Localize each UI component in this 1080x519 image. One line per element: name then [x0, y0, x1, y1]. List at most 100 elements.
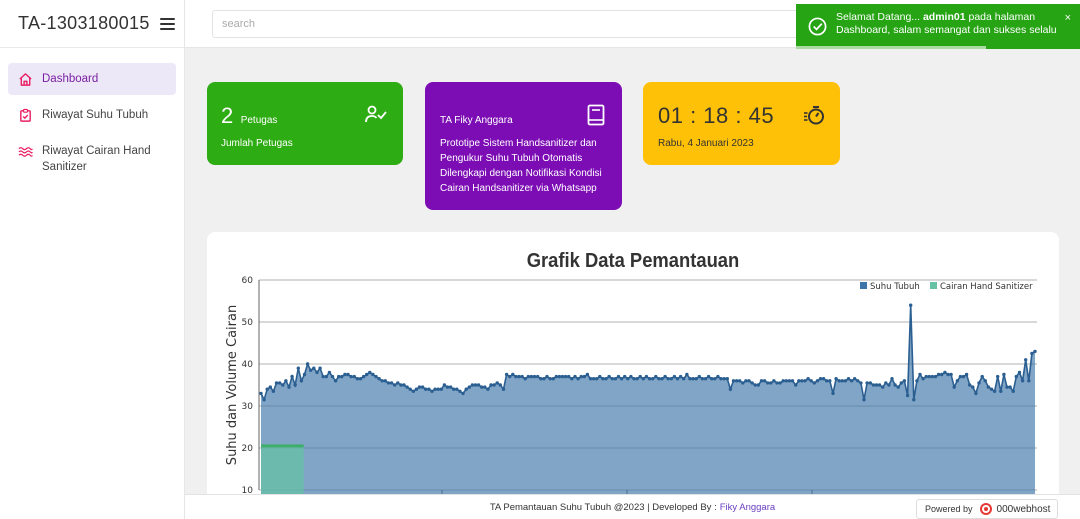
legend-label: Cairan Hand Sanitizer [940, 282, 1033, 292]
webhost-logo-icon [979, 503, 992, 515]
sidebar-item-dashboard[interactable]: Dashboard [8, 63, 176, 95]
sidebar: TA-1303180015 Dashboard Riwayat Suhu Tub… [0, 0, 185, 519]
series-suhu-point [613, 377, 618, 381]
petugas-count-label: Petugas [240, 115, 278, 126]
series-suhu-point [800, 379, 804, 383]
series-suhu-point [644, 374, 649, 379]
y-tick-label: 30 [242, 402, 254, 412]
series-suhu-area [261, 305, 1035, 502]
series-suhu-point [318, 366, 322, 370]
series-suhu-point [278, 381, 282, 385]
series-suhu-point [427, 387, 431, 391]
series-suhu-point [312, 366, 316, 370]
clock-card: 01 : 18 : 45 Rabu, 4 Januari 2023 [643, 82, 840, 165]
series-suhu-point [678, 374, 683, 379]
series-suhu-point [846, 377, 851, 381]
powered-by-badge[interactable]: Powered by 000webhost [916, 499, 1058, 519]
series-suhu-point [868, 381, 872, 385]
series-suhu-point [700, 377, 705, 381]
series-suhu-point [940, 372, 944, 377]
series-suhu-point [924, 374, 928, 379]
series-suhu-point [691, 377, 695, 381]
series-suhu-point [455, 387, 459, 391]
series-suhu-point [470, 383, 475, 387]
sidebar-item-label: Riwayat Cairan Hand Sanitizer [42, 145, 151, 173]
series-suhu-point [927, 374, 931, 379]
search-input[interactable] [212, 10, 852, 38]
series-suhu-point [563, 374, 568, 379]
series-suhu-point [871, 383, 876, 387]
series-suhu-point [654, 374, 658, 379]
series-suhu-point [268, 385, 272, 389]
series-suhu-point [918, 372, 922, 377]
series-suhu-point [775, 381, 779, 385]
series-suhu-point [955, 379, 959, 383]
series-suhu-point [489, 383, 493, 387]
sidebar-item-riwayat-cairan[interactable]: Riwayat Cairan Hand Sanitizer [8, 135, 176, 183]
series-suhu-point [738, 379, 742, 383]
series-suhu-point [887, 383, 891, 387]
footer-author-link[interactable]: Fiky Anggara [719, 501, 776, 513]
menu-toggle-icon[interactable] [159, 17, 175, 30]
series-suhu-point [688, 377, 692, 381]
series-suhu-point [722, 377, 726, 381]
series-suhu-point [728, 387, 733, 391]
series-suhu-point [467, 385, 471, 389]
series-suhu-point [769, 381, 773, 385]
series-suhu-point [968, 383, 972, 387]
series-suhu-point [877, 383, 882, 387]
series-suhu-point [946, 372, 950, 377]
series-suhu-point [616, 374, 621, 379]
series-suhu-point [999, 389, 1003, 393]
series-suhu-point [821, 377, 826, 381]
series-suhu-point [734, 379, 739, 383]
series-suhu-point [548, 377, 552, 381]
series-suhu-point [520, 374, 524, 379]
footer-text: TA Pemantauan Suhu Tubuh @2023 | Develop… [489, 501, 717, 513]
series-suhu-point [399, 383, 403, 387]
series-suhu-point [741, 381, 745, 385]
series-suhu-point [896, 385, 900, 389]
toast-close-button[interactable]: × [1064, 12, 1071, 24]
series-suhu-point [508, 374, 512, 379]
series-suhu-point [933, 374, 938, 379]
series-suhu-point [958, 374, 963, 379]
series-suhu-point [706, 374, 711, 379]
series-suhu-point [582, 374, 586, 379]
series-suhu-point [787, 379, 792, 383]
series-suhu-point [309, 368, 313, 372]
y-tick-label: 40 [242, 360, 254, 370]
series-suhu-point [554, 374, 558, 379]
series-suhu-point [551, 377, 555, 381]
series-suhu-point [1014, 374, 1018, 379]
series-suhu-point [591, 377, 596, 381]
series-suhu-point [781, 379, 785, 383]
series-suhu-point [523, 377, 527, 381]
series-suhu-point [663, 374, 667, 379]
series-suhu-point [797, 379, 801, 383]
monitoring-chart: Grafik Data Pemantauan Suhu dan Volume C… [225, 250, 1037, 502]
series-suhu-point [386, 381, 391, 385]
series-suhu-point [682, 377, 686, 381]
series-suhu-point [327, 370, 332, 375]
series-suhu-point [511, 372, 515, 377]
stopwatch-icon [804, 106, 824, 125]
series-suhu-point [576, 377, 580, 381]
series-suhu-point [638, 374, 642, 379]
series-suhu-point [753, 383, 757, 387]
series-suhu-point [486, 387, 490, 391]
series-suhu-point [669, 377, 673, 381]
series-suhu-point [803, 379, 807, 383]
clock-time: 01 : 18 : 45 [658, 103, 775, 128]
series-suhu-point [557, 374, 562, 379]
series-suhu-point [349, 374, 353, 379]
series-suhu-point [865, 381, 869, 385]
series-suhu-point [818, 377, 823, 381]
sidebar-item-riwayat-suhu[interactable]: Riwayat Suhu Tubuh [8, 99, 176, 131]
series-suhu-point [464, 387, 468, 391]
series-suhu-point [436, 387, 440, 391]
series-suhu-point [504, 372, 509, 377]
series-suhu-point [996, 374, 1000, 379]
toast-user: admin01 [922, 11, 966, 23]
series-suhu-point [305, 362, 310, 366]
